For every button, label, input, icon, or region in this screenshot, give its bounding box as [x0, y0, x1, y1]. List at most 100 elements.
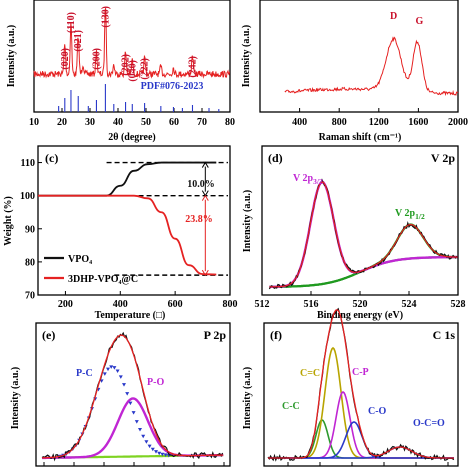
raman-x-ticks: 400 800 1200 1600 2000 — [292, 108, 468, 128]
v2p-x-axis-label: Binding energy (eV) — [317, 310, 403, 321]
p2p-p-c-marker-18 — [115, 369, 120, 373]
tga-series — [37, 161, 217, 276]
v2p-x-ticks: 512 516 520 524 528 — [255, 291, 466, 310]
xrd-y-axis-label: Intensity (a.u.) — [6, 25, 17, 88]
xrd-x-axis-label: 2θ (degree) — [108, 132, 156, 143]
p2p-title: P 2p — [204, 328, 227, 342]
c1s-c-c-label: C-C — [282, 401, 300, 412]
xrd-x-tick-label-3: 40 — [113, 117, 123, 128]
c1s-panel: (f) C 1s C=C C-C C-P C-O O-C=O Intensity… — [242, 307, 459, 467]
xrd-x-tick-label-5: 60 — [169, 117, 179, 128]
p2p-p-c-marker-24 — [134, 420, 139, 424]
p2p-p-c-marker-32 — [160, 452, 165, 457]
p2p-p-c-marker-20 — [122, 383, 126, 387]
p2p-p-c-marker-22 — [128, 401, 133, 406]
tga-arrow-composite-head-bottom — [201, 269, 209, 277]
xrd-reference-lines — [58, 84, 220, 112]
xrd-peak-label-7: (222) — [140, 58, 151, 80]
tga-arrow-composite-head-top — [201, 194, 209, 201]
v2p-x-tick-label-1: 516 — [304, 299, 319, 310]
tga-x-tick-label-3: 800 — [223, 299, 238, 310]
c1s-axes-frame — [263, 322, 459, 467]
p2p-p-c-marker-15 — [106, 367, 110, 372]
v2p-3-2-label: V 2p3/2 — [293, 173, 323, 186]
xrd-peak-label-4: (130) — [100, 6, 111, 28]
legend-label-composite: 3DHP-VPO₄@C — [68, 274, 138, 285]
tga-panel-label: (c) — [45, 151, 58, 165]
tga-arrow-vpo4-head-top — [201, 161, 209, 168]
v2p-x-tick-label-0: 512 — [255, 299, 270, 310]
p2p-x-ticks — [43, 462, 225, 466]
p2p-p-c-marker-33 — [163, 453, 168, 457]
raman-spectrum-line — [284, 36, 459, 97]
raman-x-tick-label-2: 1200 — [369, 117, 389, 128]
c1s-panel-label: (f) — [270, 328, 282, 342]
p2p-p-c-marker-28 — [147, 444, 152, 449]
xrd-peak-label-1: (110) — [66, 12, 77, 33]
raman-axes-frame — [259, 0, 459, 113]
v2p-panel: 512 516 520 524 528 (d) V 2p V 2p3/2 V 2p1/2… — [242, 145, 466, 321]
xrd-panel: 10 20 30 40 50 60 70 80 (020) (110)(021) (200) (13… — [6, 0, 235, 143]
v2p-panel-label: (d) — [268, 151, 283, 165]
p2p-p-o-component — [42, 397, 224, 460]
c1s-y-axis-label: Intensity (a.u.) — [242, 367, 253, 430]
tga-y-axis-label: Weight (%) — [3, 196, 14, 246]
xrd-peak-label-2: (021) — [73, 30, 84, 52]
p2p-y-axis-label: Intensity (a.u.) — [10, 367, 21, 430]
p2p-p-c-marker-21 — [125, 392, 130, 396]
v2p-title: V 2p — [431, 151, 455, 165]
legend-label-vpo4: VPO₄ — [68, 254, 92, 265]
xrd-x-tick-label-6: 70 — [197, 117, 207, 128]
v2p-x-tick-label-3: 524 — [402, 299, 417, 310]
p2p-p-c-label: P-C — [76, 368, 93, 379]
xrd-x-ticks: 10 20 30 40 50 60 70 80 — [29, 108, 235, 128]
tga-x-tick-label-0: 200 — [58, 299, 73, 310]
raman-band-label-1: G — [416, 16, 424, 27]
xrd-peak-label-0: (020) — [60, 48, 71, 70]
raman-x-tick-label-1: 800 — [332, 117, 347, 128]
xrd-x-tick-label-7: 80 — [225, 117, 235, 128]
xrd-peak-label-6: (040) — [127, 60, 138, 82]
c1s-c-p-label: C-P — [352, 367, 369, 378]
xrd-peak-label-8: (242) — [187, 56, 198, 78]
c1s-c-o-label: C-O — [368, 406, 387, 417]
c1s-x-ticks — [287, 462, 449, 466]
raman-x-tick-label-3: 1600 — [408, 117, 428, 128]
tga-panel: 200 400 600 800 70 80 90 100 110 (c) 10.0% 23.8%… — [3, 145, 238, 321]
tga-weight-loss-arrows — [201, 161, 209, 277]
raman-x-tick-label-0: 400 — [292, 117, 307, 128]
xrd-x-tick-label-1: 20 — [57, 117, 67, 128]
p2p-p-c-marker-16 — [109, 365, 114, 369]
tga-y-tick-label-1: 80 — [25, 257, 35, 268]
xrd-pattern-line — [33, 8, 231, 79]
v2p-x-tick-label-4: 528 — [451, 299, 466, 310]
tga-x-axis-label: Temperature (□) — [95, 310, 166, 321]
p2p-p-c-marker-26 — [141, 434, 146, 439]
raman-x-axis-label: Raman shift (cm⁻¹) — [319, 132, 402, 143]
xrd-reference-label: PDF#076-2023 — [141, 81, 204, 92]
tga-series-line-1 — [37, 194, 217, 276]
xrd-peak-label-3: (200) — [91, 48, 102, 70]
p2p-envelope-fit — [41, 334, 224, 459]
tga-y-tick-label-4: 110 — [21, 158, 35, 169]
tga-axes-frame — [37, 145, 231, 296]
raman-x-tick-label-4: 2000 — [448, 117, 468, 128]
tga-y-tick-label-3: 100 — [20, 191, 35, 202]
p2p-panel-label: (e) — [42, 328, 55, 342]
v2p-y-axis-label: Intensity (a.u.) — [242, 190, 253, 253]
p2p-p-c-marker-25 — [138, 428, 142, 432]
p2p-p-c-marker-17 — [112, 366, 117, 370]
tga-annotation-composite: 23.8% — [185, 214, 213, 225]
c1s-raw-data — [267, 307, 455, 462]
p2p-p-c-marker-23 — [131, 411, 136, 415]
tga-x-tick-label-2: 600 — [168, 299, 183, 310]
p2p-panel: (e) P 2p P-C P-O Intensity (a.u.) — [10, 322, 231, 467]
tga-annotation-vpo4: 10.0% — [187, 179, 215, 190]
p2p-p-c-marker-27 — [144, 440, 149, 444]
v2p-1-2-label: V 2p1/2 — [395, 208, 425, 221]
c1s-c-eq-c-label: C=C — [300, 368, 320, 379]
tga-y-tick-label-0: 70 — [25, 291, 35, 302]
raman-y-axis-label: Intensity (a.u.) — [241, 25, 252, 88]
